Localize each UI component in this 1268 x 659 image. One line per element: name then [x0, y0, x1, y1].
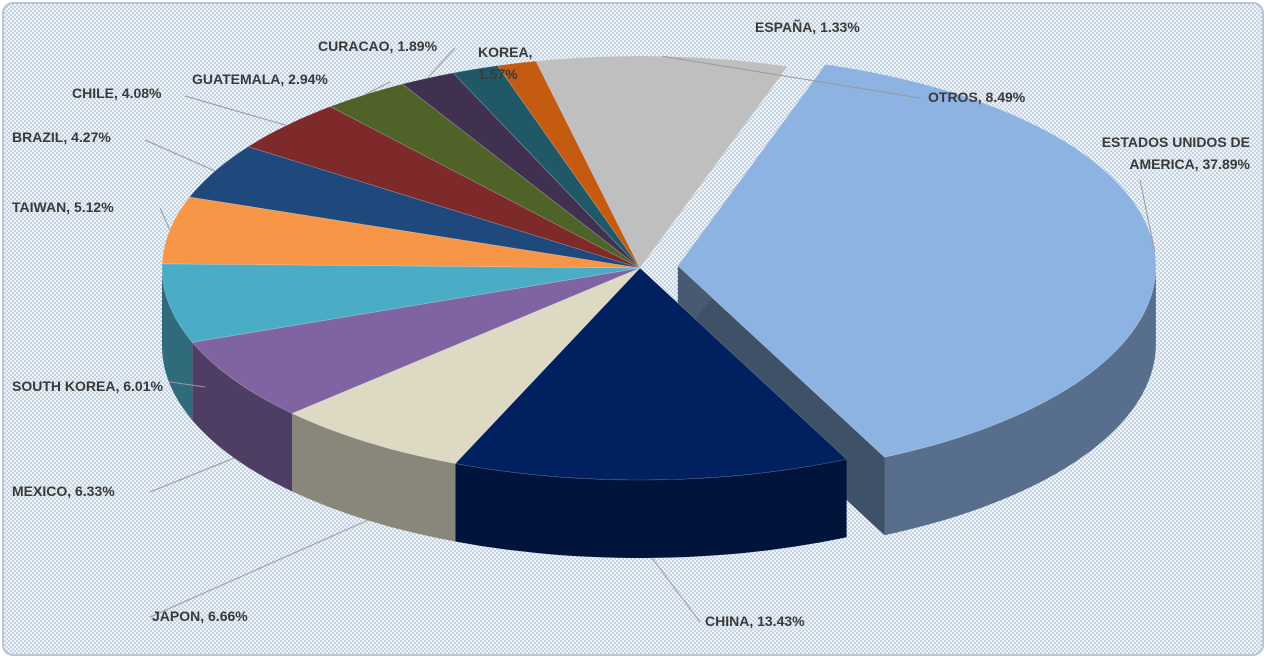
slice-side [192, 342, 293, 492]
data-label: BRAZIL, 4.27% [12, 129, 111, 145]
data-label: TAIWAN, 5.12% [12, 199, 114, 215]
pie-slice [161, 263, 641, 343]
data-label: SOUTH KOREA, 6.01% [12, 378, 163, 394]
data-label: GUATEMALA, 2.94% [192, 71, 328, 87]
pie-slice [291, 267, 641, 464]
leader-line [184, 95, 287, 126]
data-label: OTROS, 8.49% [928, 89, 1026, 105]
leader-line [651, 557, 701, 623]
leader-line [1139, 179, 1156, 253]
slice-side [292, 413, 456, 542]
leader-line [149, 519, 368, 618]
leader-line [159, 207, 171, 231]
pie-slice [191, 267, 641, 414]
pie-slice [189, 146, 641, 269]
data-label: ESPAÑA, 1.33% [755, 18, 860, 35]
data-label: CHILE, 4.08% [72, 85, 162, 101]
data-label: ESTADOS UNIDOS DE AMERICA, 37.89% [1102, 134, 1251, 172]
data-label: CURACAO, 1.89% [318, 38, 438, 54]
leader-line [144, 139, 216, 172]
pie-slice [247, 106, 641, 269]
pie-slice [496, 60, 641, 269]
slice-side [455, 459, 847, 558]
leader-line [149, 457, 235, 493]
slice-side [884, 266, 1156, 536]
leader-line [662, 55, 921, 99]
leader-line [427, 47, 456, 79]
leader-line [168, 381, 206, 388]
data-label: MEXICO, 6.33% [12, 483, 115, 499]
data-label: KOREA, 1.57% [478, 44, 532, 82]
pie-slice [329, 83, 641, 269]
pie-slice [454, 267, 848, 481]
leader-line [364, 81, 391, 95]
data-label: JAPON, 6.66% [152, 608, 248, 624]
pie-slice [161, 196, 641, 269]
data-label: CHINA, 13.43% [705, 613, 805, 629]
